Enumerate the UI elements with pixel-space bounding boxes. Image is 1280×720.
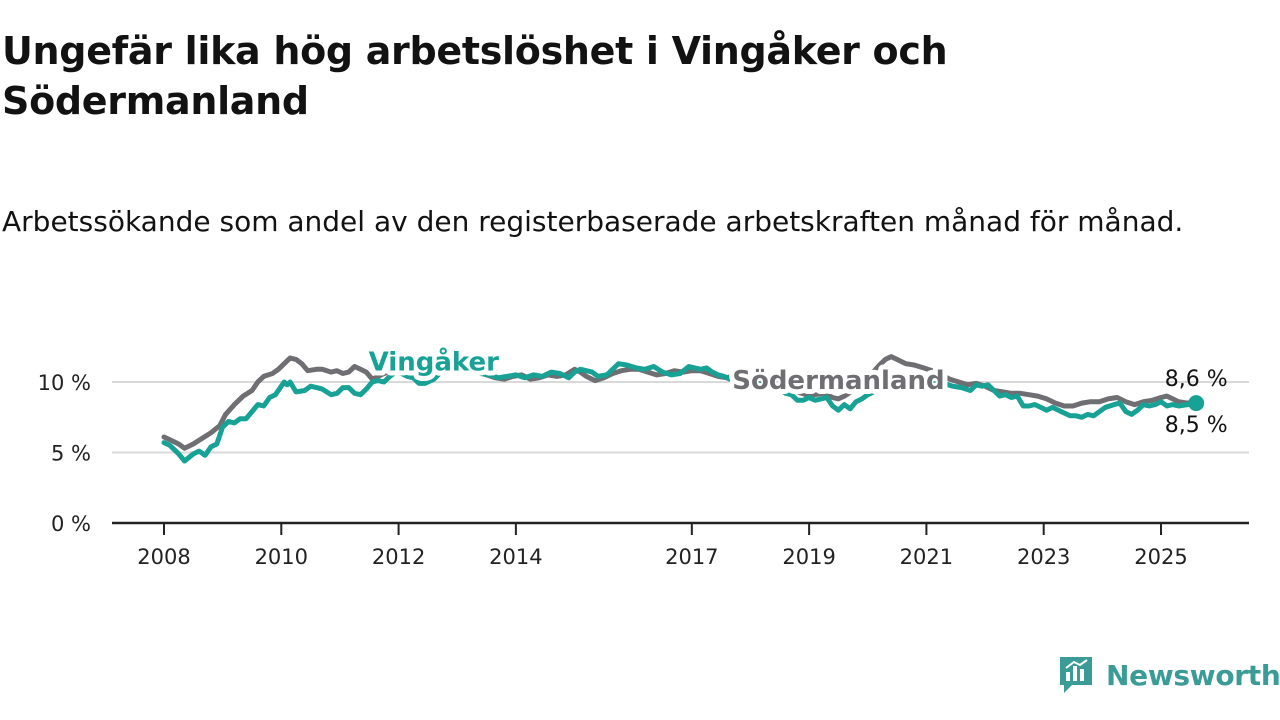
x-tick-label: 2025 xyxy=(1134,545,1187,569)
newsworthy-brand[interactable]: Newsworthy xyxy=(1058,652,1280,698)
series-label-sodermanland: Södermanland xyxy=(732,366,944,396)
x-tick-label: 2008 xyxy=(137,545,190,569)
series-end-point-vingaker xyxy=(1188,395,1205,412)
series-labels: Vingåker Södermanland 8,6 % 8,5 % xyxy=(364,341,1228,438)
end-value-label-vingaker: 8,5 % xyxy=(1165,413,1228,438)
y-tick-label: 5 % xyxy=(51,442,91,466)
x-tick-label: 2021 xyxy=(900,545,953,569)
series-line-vingaker xyxy=(161,361,1199,464)
newsworthy-logo-icon xyxy=(1060,657,1092,693)
chart-title: Ungefär lika hög arbetslöshet i Vingåker… xyxy=(2,29,948,123)
chart-subtitle: Arbetssökande som andel av den registerb… xyxy=(2,205,1184,238)
x-tick-label: 2014 xyxy=(489,545,542,569)
x-tick-label: 2012 xyxy=(372,545,425,569)
x-tick-label: 2017 xyxy=(665,545,718,569)
x-axis: 2008 2010 2012 2014 2017 2019 2021 2023 2025 xyxy=(112,521,1249,569)
x-tick-label: 2019 xyxy=(782,545,835,569)
y-tick-label: 10 % xyxy=(38,371,91,395)
y-tick-label: 0 % xyxy=(51,512,91,536)
series-label-vingaker: Vingåker xyxy=(369,346,499,378)
brand-name: Newsworthy xyxy=(1106,658,1280,692)
series-line-sodermanland xyxy=(161,354,1199,451)
series-lines xyxy=(161,354,1205,464)
x-tick-label: 2023 xyxy=(1017,545,1070,569)
gridlines: 0 % 5 % 10 % xyxy=(38,371,1249,536)
end-value-label-sodermanland: 8,6 % xyxy=(1165,367,1228,392)
x-tick-label: 2010 xyxy=(255,545,308,569)
